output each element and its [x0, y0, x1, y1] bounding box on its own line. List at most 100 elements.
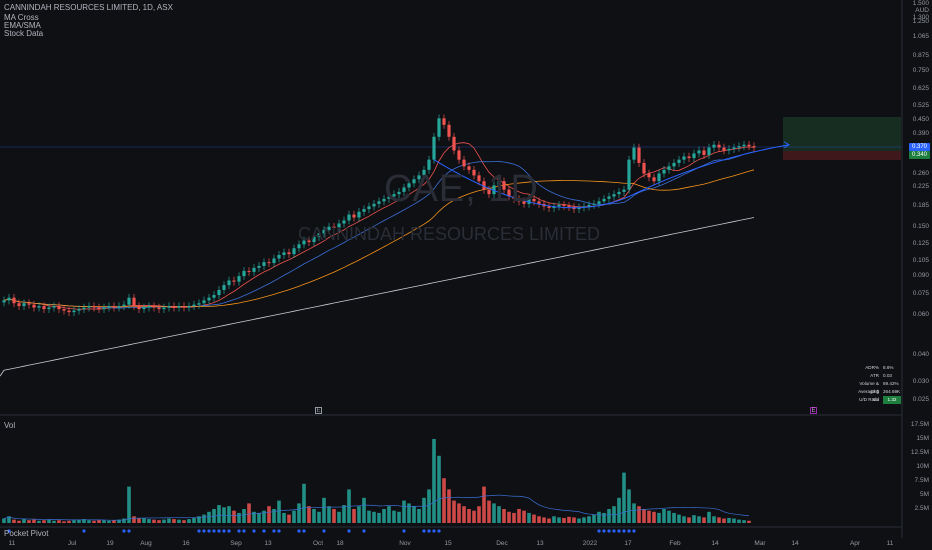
volume-bar	[672, 512, 676, 523]
pocket-pivot-dot	[612, 529, 616, 533]
volume-bar	[7, 516, 11, 523]
candle-body	[142, 307, 146, 310]
candle-body	[482, 181, 486, 190]
candle-body	[337, 223, 341, 229]
candle-body	[327, 226, 331, 230]
volume-bar	[707, 511, 711, 523]
indicator-stock-data[interactable]: Stock Data	[4, 29, 44, 38]
volume-bar	[377, 512, 381, 523]
volume-bar	[157, 520, 161, 523]
candle-body	[287, 252, 291, 255]
volume-bar	[197, 516, 201, 523]
volume-bar	[442, 478, 446, 523]
volume-bar	[582, 517, 586, 523]
price-tag-lower: 0.340	[908, 151, 930, 159]
volume-bar	[32, 519, 36, 523]
candle-body	[277, 254, 281, 259]
volume-bar	[387, 506, 391, 523]
volume-bar	[62, 521, 66, 523]
volume-bar	[167, 518, 171, 523]
volume-bar	[72, 520, 76, 523]
volume-bar	[57, 520, 61, 523]
pocket-pivot-dot	[197, 529, 201, 533]
candle-body	[222, 285, 226, 290]
volume-bar	[117, 519, 121, 523]
ma-long-line	[0, 217, 755, 377]
volume-bar	[292, 510, 296, 523]
price-tick-label: 0.625	[912, 84, 929, 92]
pocket-pivot-dot	[7, 529, 11, 533]
candle-body	[497, 181, 501, 186]
pocket-pivot-dot	[297, 529, 301, 533]
pocket-pivot-dot	[302, 529, 306, 533]
volume-bar	[627, 489, 631, 523]
stat-row: ADR% 8.6%	[865, 365, 894, 370]
volume-bar	[372, 511, 376, 523]
candle-body	[737, 146, 741, 148]
candle-body	[687, 156, 691, 159]
volume-bar	[192, 517, 196, 523]
volume-bar	[102, 520, 106, 523]
volume-bar	[747, 520, 751, 523]
volume-bar	[317, 511, 321, 523]
volume-tick-label: 7.5M	[914, 477, 929, 484]
volume-bar	[357, 506, 361, 523]
volume-bar	[637, 506, 641, 523]
candle-body	[272, 258, 276, 264]
price-tick-label: 0.060	[912, 311, 929, 319]
indicator-ema-sma[interactable]: EMA/SMA	[4, 21, 41, 30]
volume-bar	[87, 520, 91, 523]
candle-body	[697, 150, 701, 154]
time-tick-label: 11	[886, 540, 894, 547]
volume-tick-label: 17.5M	[910, 421, 929, 428]
chart-title: CANNINDAH RESOURCES LIMITED, 1D, ASX	[4, 3, 173, 12]
volume-bar	[307, 506, 311, 523]
volume-bar	[302, 483, 306, 523]
candle-body	[597, 201, 601, 204]
pocket-pivot-dot	[632, 529, 636, 533]
pocket-pivot-dot	[597, 529, 601, 533]
volume-bar	[67, 520, 71, 523]
volume-bar	[587, 516, 591, 523]
pocket-pivot-dot	[402, 529, 406, 533]
volume-bar	[632, 503, 636, 523]
volume-bar	[97, 519, 101, 523]
earnings-event-icon[interactable]: E	[315, 407, 322, 414]
candle-body	[47, 307, 51, 310]
time-tick-label: 17	[624, 540, 632, 547]
candle-body	[577, 207, 581, 210]
volume-bar	[402, 500, 406, 523]
candle-body	[242, 270, 246, 277]
volume-bar	[107, 520, 111, 523]
volume-bar	[737, 519, 741, 523]
pocket-pivot-dot	[262, 529, 266, 533]
candle-body	[292, 248, 296, 255]
volume-bar	[202, 514, 206, 523]
volume-tick-label: 15M	[916, 435, 929, 442]
volume-bar	[712, 516, 716, 523]
volume-bar	[332, 509, 336, 523]
volume-bar	[422, 497, 426, 523]
indicator-ma-cross[interactable]: MA Cross	[4, 13, 39, 22]
candle-body	[742, 144, 746, 147]
candle-body	[707, 147, 711, 155]
volume-bar	[472, 510, 476, 523]
candle-body	[677, 159, 681, 163]
candle-body	[752, 146, 756, 148]
volume-bar	[602, 512, 606, 523]
cup-arrow-icon	[783, 141, 790, 149]
candle-body	[227, 280, 231, 286]
candle-body	[347, 214, 351, 221]
candle-body	[652, 177, 656, 182]
target-zone-box	[783, 117, 901, 151]
candle-body	[352, 214, 356, 218]
upcoming-event-icon[interactable]: E	[810, 407, 817, 414]
volume-bar	[257, 512, 261, 523]
volume-bar	[717, 517, 721, 523]
candle-body	[232, 280, 236, 282]
volume-bar	[552, 516, 556, 523]
volume-bar	[147, 519, 151, 523]
stat-row: Volume & Chg 69.42%	[859, 381, 899, 394]
candle-body	[332, 226, 336, 229]
